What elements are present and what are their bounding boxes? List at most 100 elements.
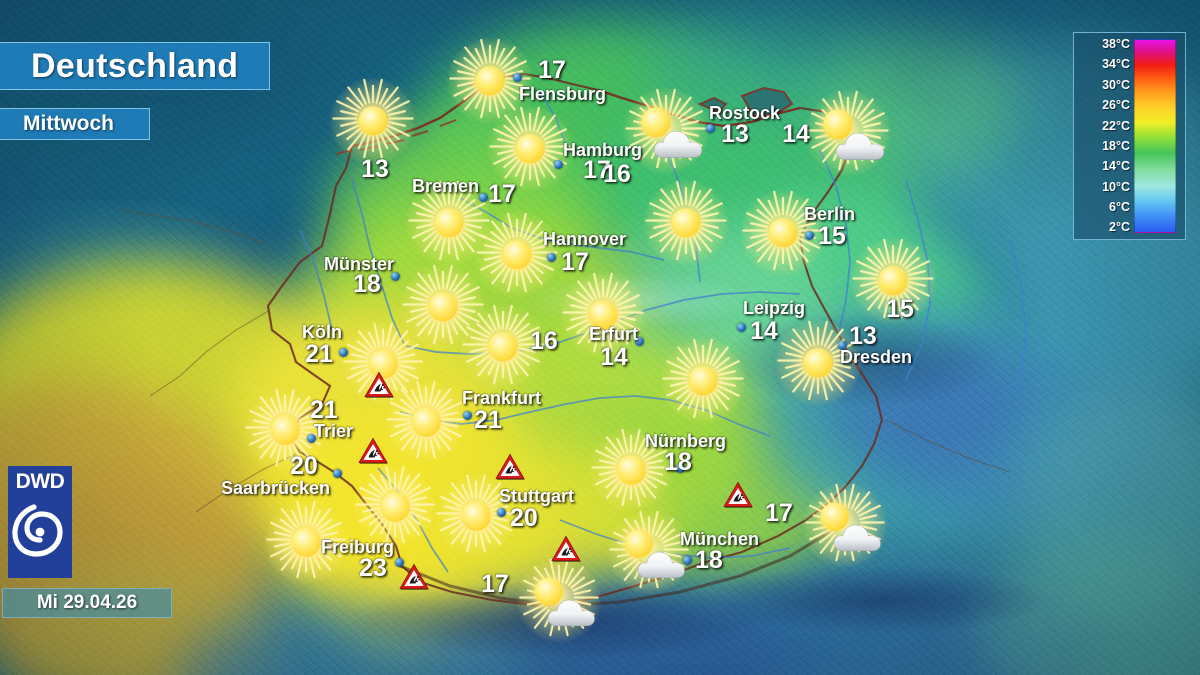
sun-icon xyxy=(487,106,573,192)
sun-disc xyxy=(515,134,545,164)
sun-rays xyxy=(662,338,744,419)
legend-tick-labels: 38°C 34°C 30°C 26°C 22°C 18°C 14°C 10°C … xyxy=(1074,33,1134,239)
sun-disc xyxy=(358,106,388,136)
alps-ridge xyxy=(399,530,831,608)
sun-ray-group xyxy=(775,318,861,409)
sun-disc xyxy=(291,527,321,557)
sun-disc xyxy=(270,415,300,445)
sun-icon xyxy=(384,380,468,464)
sun-cloud-icon xyxy=(805,90,891,176)
sun-disc xyxy=(820,502,850,531)
forecast-date: Mi 29.04.26 xyxy=(36,592,138,613)
sun-disc xyxy=(461,501,491,531)
sun-ray-group xyxy=(850,236,936,327)
wind-warning-icon xyxy=(723,481,753,508)
sun-rays xyxy=(436,474,516,553)
sun-rays xyxy=(386,380,466,459)
sun-icon xyxy=(406,180,492,266)
city-station-dot xyxy=(547,253,556,262)
sun-ray-group xyxy=(447,36,533,127)
city-station-dot xyxy=(635,337,644,346)
sun-disc xyxy=(502,240,532,270)
sun-ray-group xyxy=(474,210,560,301)
legend-tick: 18°C xyxy=(1102,138,1130,153)
wind-warning-icon xyxy=(358,437,388,464)
legend-tick: 14°C xyxy=(1102,159,1130,174)
sun-disc xyxy=(534,577,564,606)
sun-rays xyxy=(266,500,346,579)
sun-ray-group xyxy=(740,188,826,279)
page-title: Deutschland xyxy=(31,46,239,85)
sun-rays xyxy=(645,180,727,261)
sun-icon xyxy=(264,500,348,584)
region-title-box: Deutschland xyxy=(0,42,270,90)
sun-disc xyxy=(368,349,398,379)
sun-rays xyxy=(476,212,558,293)
city-station-dot xyxy=(838,341,847,350)
dwd-spiral-icon xyxy=(12,504,63,557)
sun-rays xyxy=(777,320,859,401)
cloud-icon xyxy=(637,551,685,579)
wind-warning-icon xyxy=(495,453,525,480)
sun-rays xyxy=(355,465,435,544)
sun-disc xyxy=(588,300,618,330)
sun-icon xyxy=(643,180,729,266)
sun-disc xyxy=(878,266,908,296)
sun-disc xyxy=(380,492,410,522)
city-station-dot xyxy=(706,124,715,133)
baltic-islands xyxy=(697,86,794,118)
sun-ray-group xyxy=(341,320,425,409)
sun-rays xyxy=(852,238,934,319)
sun-cloud-icon xyxy=(623,88,709,174)
sun-icon xyxy=(474,212,560,298)
city-station-dot xyxy=(307,434,316,443)
city-station-dot xyxy=(554,160,563,169)
sun-rays xyxy=(462,304,544,385)
date-box: Mi 29.04.26 xyxy=(2,588,172,618)
dwd-logo: DWD xyxy=(8,466,72,578)
city-station-dot xyxy=(333,469,342,478)
city-station-dot xyxy=(513,73,522,82)
sun-disc xyxy=(688,366,718,396)
sun-ray-group xyxy=(264,498,348,587)
sun-icon xyxy=(353,465,437,549)
sun-ray-group xyxy=(400,262,486,353)
legend-tick: 26°C xyxy=(1102,98,1130,113)
city-station-dot xyxy=(339,348,348,357)
sun-rays xyxy=(245,388,325,467)
sun-icon xyxy=(243,388,327,472)
sun-icon xyxy=(447,38,533,124)
sun-disc xyxy=(434,208,464,238)
legend-tick: 10°C xyxy=(1102,179,1130,194)
sun-rays xyxy=(742,190,824,271)
temperature-legend: 38°C 34°C 30°C 26°C 22°C 18°C 14°C 10°C … xyxy=(1073,32,1186,240)
sun-disc xyxy=(624,529,654,558)
city-station-dot xyxy=(479,193,488,202)
sun-icon xyxy=(460,304,546,390)
sun-ray-group xyxy=(434,472,518,561)
sun-ray-group xyxy=(660,336,746,427)
sun-icon xyxy=(850,238,936,324)
sun-ray-group xyxy=(643,178,729,269)
sun-rays xyxy=(449,38,531,119)
sun-cloud-icon xyxy=(607,510,691,594)
city-station-dot xyxy=(463,411,472,420)
sun-disc xyxy=(428,292,458,322)
sun-rays xyxy=(332,78,414,159)
sun-disc xyxy=(641,107,671,138)
day-label: Mittwoch xyxy=(23,112,114,135)
sun-ray-group xyxy=(589,426,673,515)
sun-disc xyxy=(411,407,441,437)
legend-tick: 22°C xyxy=(1102,118,1130,133)
sun-ray-group xyxy=(330,76,416,167)
sun-ray-group xyxy=(243,386,327,475)
wind-warning-icon xyxy=(551,535,581,562)
cloud-icon xyxy=(836,132,885,160)
sun-ray-group xyxy=(384,378,468,467)
sun-disc xyxy=(823,109,853,140)
cloud-icon xyxy=(654,130,703,158)
legend-color-bar xyxy=(1134,39,1176,233)
sun-rays xyxy=(591,428,671,507)
city-station-dot xyxy=(805,231,814,240)
